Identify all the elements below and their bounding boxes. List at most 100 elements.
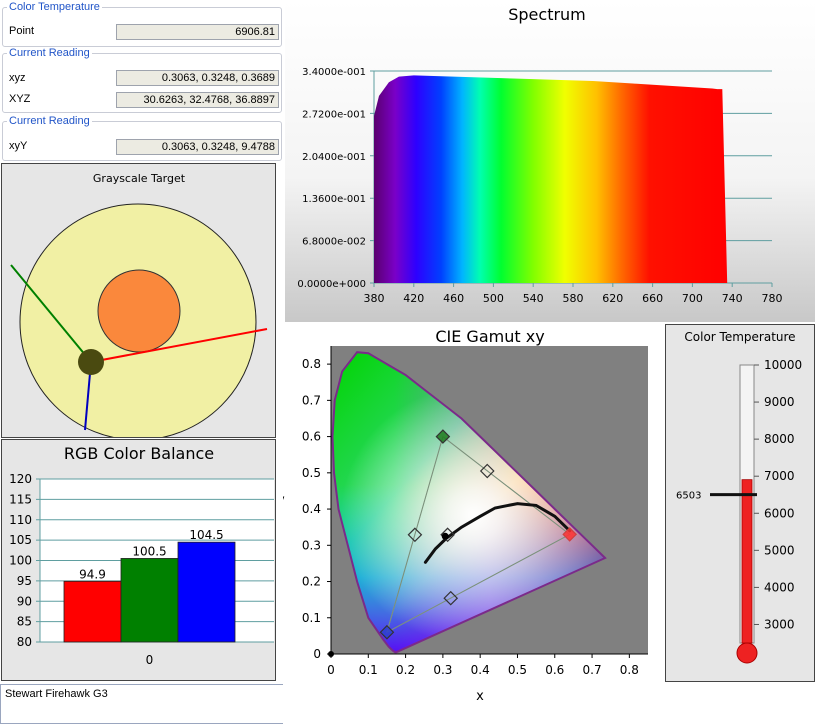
rgb-category-label: 0: [146, 653, 154, 667]
spectrum-xtick-label: 740: [722, 292, 743, 305]
green-error-vector: [10, 264, 92, 363]
thermometer-tick-label: 3000: [764, 617, 795, 631]
cie-ytick-label: 0.6: [302, 430, 321, 444]
spectrum-ytick-label: 2.7200e-001: [302, 109, 366, 120]
spectrum-xtick-label: 540: [523, 292, 544, 305]
rgb-bar: [120, 558, 179, 643]
thermometer-tick-label: 6000: [764, 506, 795, 520]
current-reading-xyz-group: Current Reading: [2, 47, 282, 113]
cie-measured-point: [441, 532, 449, 540]
cie-svg: CIE Gamut xy 0 0.1 0.2 0.3 0.4 0.5 0.6 0.7 0.8 0 0…: [283, 327, 648, 704]
cie-x-axis-label: x: [476, 689, 484, 704]
cie-xtick-label: 0.2: [396, 663, 415, 677]
grayscale-target-svg: Grayscale Target: [10, 172, 268, 437]
cie-ytick-label: 0.7: [302, 393, 321, 407]
thermometer-tick-label: 10000: [764, 358, 802, 372]
cie-ytick-label: 0.4: [302, 502, 321, 516]
cie-ytick-label: 0.2: [302, 575, 321, 589]
point-value: 6906.81: [116, 24, 279, 40]
rgb-data-label: 100.5: [132, 544, 166, 558]
target-inner-circle: [97, 269, 181, 353]
spectrum-ytick-label: 2.0400e-001: [302, 152, 366, 163]
rgb-ytick-label: 80: [17, 635, 32, 649]
cie-planckian-curve: [423, 502, 572, 564]
cie-xtick-label: 0.1: [359, 663, 378, 677]
spectrum-xtick-label: 780: [762, 292, 783, 305]
measured-error-dot: [78, 349, 104, 375]
rgb-ytick-label: 100: [9, 554, 32, 568]
cie-ytick-label: 0.1: [302, 611, 321, 625]
cie-ytick-label: 0.8: [302, 357, 321, 371]
rgb-balance-panel: RGB Color Balance 80 85 90 95 100 105 110 115 12…: [1, 439, 276, 681]
rgb-ytick-label: 85: [17, 615, 32, 629]
cie-target-point: [562, 527, 578, 542]
spectrum-ytick-label: 6.8000e-002: [302, 237, 366, 248]
thermometer-tick-label: 7000: [764, 469, 795, 483]
thermometer-panel: Color Temperature 3000 4000 5000 6000 7000 80…: [665, 324, 815, 682]
spectrum-ytick-label: 1.3600e-001: [302, 194, 366, 205]
rgb-ytick-label: 95: [17, 574, 32, 588]
cie-target-point: [443, 590, 459, 606]
xyz-label: xyz: [9, 72, 26, 84]
cie-xtick-label: 0.4: [471, 663, 490, 677]
notes-box[interactable]: Stewart Firehawk G3: [0, 684, 315, 724]
thermometer-fill: [741, 479, 753, 644]
grayscale-target-title: Grayscale Target: [93, 172, 186, 185]
spectrum-title: Spectrum: [508, 5, 586, 24]
spectrum-xtick-label: 460: [443, 292, 464, 305]
cie-y-axis-label: y: [283, 493, 285, 508]
cie-target-point: [435, 429, 451, 444]
spectrum-ytick-label: 0.0000e+000: [297, 279, 366, 290]
cie-target-point: [379, 624, 395, 640]
thermometer-tick-label: 5000: [764, 543, 795, 557]
cie-xtick-label: 0.5: [508, 663, 527, 677]
spectrum-xtick-label: 700: [682, 292, 703, 305]
cie-panel: CIE Gamut xy 0 0.1 0.2 0.3 0.4 0.5 0.6 0.7 0.8 0 0…: [283, 324, 663, 724]
xyY-label: xyY: [9, 140, 28, 152]
spectrum-svg: Spectrum 0.0000e+000 6.8000e-002 1.3600e-0…: [297, 5, 783, 305]
cie-target-point: [479, 463, 495, 479]
rgb-balance-title: RGB Color Balance: [64, 444, 214, 463]
cie-xtick-label: 0.6: [545, 663, 564, 677]
rgb-ytick-label: 90: [17, 594, 32, 608]
rgb-ytick-label: 110: [9, 513, 32, 527]
rgb-ytick-label: 115: [9, 492, 32, 506]
thermometer-tick-label: 8000: [764, 432, 795, 446]
rgb-data-label: 104.5: [189, 528, 223, 542]
cie-ytick-label: 0.5: [302, 466, 321, 480]
spectrum-xtick-label: 620: [602, 292, 623, 305]
current-reading-xyz-legend: Current Reading: [9, 47, 90, 59]
cie-measured-triangle: [386, 435, 571, 634]
spectrum-xtick-label: 380: [364, 292, 385, 305]
spectrum-panel: Spectrum 0.0000e+000 6.8000e-002 1.3600e-0…: [285, 0, 815, 322]
XYZ-label: XYZ: [9, 93, 31, 105]
thermometer-tick-label: 4000: [764, 580, 795, 594]
rgb-balance-svg: RGB Color Balance 80 85 90 95 100 105 110 115 12…: [9, 444, 274, 667]
cie-xtick-label: 0.3: [433, 663, 452, 677]
point-label: Point: [9, 25, 35, 37]
thermometer-tick-label: 9000: [764, 395, 795, 409]
grayscale-target-panel: Grayscale Target: [1, 163, 276, 438]
spectrum-xtick-label: 660: [642, 292, 663, 305]
cie-locus-outline: [331, 351, 607, 654]
cie-ytick-label: 0: [313, 647, 321, 661]
thermometer-title: Color Temperature: [684, 330, 795, 344]
XYZ-value: 30.6263, 32.4768, 36.8897: [116, 92, 279, 108]
spectrum-xtick-label: 420: [403, 292, 424, 305]
current-reading-xyY-legend: Current Reading: [9, 115, 90, 127]
spectrum-xtick-label: 580: [563, 292, 584, 305]
red-error-vector: [90, 328, 268, 363]
notes-text: Stewart Firehawk G3: [5, 688, 108, 700]
cie-xtick-label: 0.7: [583, 663, 602, 677]
thermometer-bulb: [736, 642, 758, 664]
spectrum-area: [374, 75, 728, 284]
cie-target-point: [440, 527, 455, 543]
cie-title: CIE Gamut xy: [435, 327, 544, 346]
rgb-data-label: 94.9: [79, 567, 106, 581]
cie-ytick-label: 0.3: [302, 538, 321, 552]
color-temperature-legend: Color Temperature: [9, 1, 100, 13]
rgb-bar: [177, 541, 236, 643]
cie-xtick-label: 0: [327, 663, 335, 677]
rgb-bar: [63, 580, 122, 643]
cie-xtick-label: 0.8: [620, 663, 639, 677]
